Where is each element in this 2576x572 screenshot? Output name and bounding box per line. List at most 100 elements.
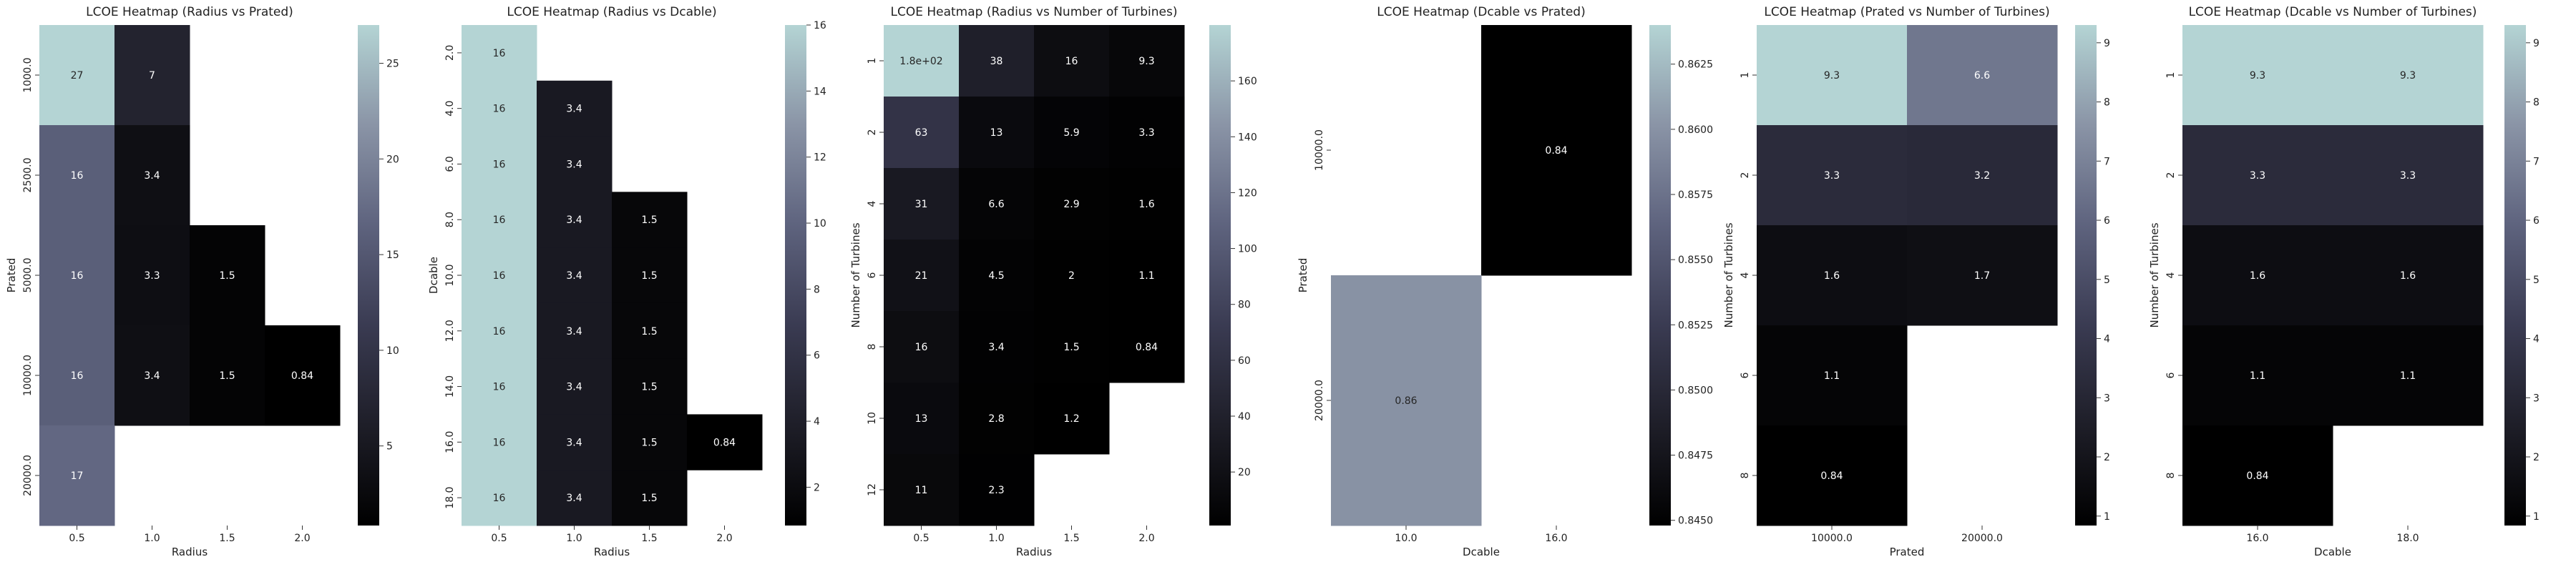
cell-label: 3.3 [1138, 127, 1154, 139]
heatmap-cell [959, 168, 1035, 240]
colorbar-tick-label: 3 [2533, 393, 2540, 404]
cell-label: 2.9 [1063, 199, 1079, 210]
cell-label: 63 [915, 127, 928, 139]
x-tick-label: 16.0 [2246, 533, 2268, 544]
heatmap-cell [537, 80, 613, 137]
heatmap-cell [959, 240, 1035, 312]
colorbar [1209, 25, 1231, 526]
cell-label: 3.4 [144, 170, 160, 182]
cell-label: 16 [493, 104, 506, 115]
chart-title: LCOE Heatmap (Dcable vs Number of Turbin… [2189, 5, 2477, 19]
y-axis-label: Number of Turbines [849, 222, 862, 327]
heatmap-panel: LCOE Heatmap (Radius vs Number of Turbin… [849, 5, 1257, 558]
heatmap-cell [1109, 25, 1185, 97]
heatmap-cell [190, 325, 265, 426]
cell-label: 16 [915, 342, 928, 353]
heatmap-cell [2182, 225, 2333, 326]
colorbar-tick-label: 20 [386, 154, 399, 165]
heatmap-cell [1907, 25, 2058, 126]
cell-label: 16 [493, 214, 506, 226]
x-tick-label: 1.5 [219, 533, 235, 544]
colorbar-tick-label: 0.8600 [1678, 124, 1713, 136]
x-tick-label: 10000.0 [1811, 533, 1853, 544]
x-tick-label: 1.5 [641, 533, 657, 544]
heatmap-cell [2333, 25, 2484, 126]
heatmap-cell [1757, 425, 1908, 526]
y-tick-label: 20000.0 [22, 455, 34, 496]
cell-label: 3.4 [566, 270, 582, 282]
y-tick-label: 6.0 [444, 156, 456, 172]
y-axis-label: Number of Turbines [2148, 222, 2161, 327]
cell-label: 1.5 [641, 382, 657, 393]
y-tick-label: 8.0 [444, 212, 456, 227]
colorbar-tick-label: 0.8575 [1678, 189, 1713, 201]
x-tick-label: 1.0 [144, 533, 160, 544]
cell-label: 0.84 [1545, 145, 1567, 157]
cell-label: 16 [493, 270, 506, 282]
heatmap-cell [612, 470, 688, 526]
y-tick-label: 10.0 [444, 264, 456, 286]
colorbar-tick-label: 80 [1238, 300, 1251, 311]
y-tick-label: 5000.0 [22, 258, 34, 293]
cell-label: 16 [493, 48, 506, 59]
cell-label: 6.6 [1974, 70, 1990, 82]
colorbar-tick-label: 6 [814, 350, 820, 362]
cell-label: 1.5 [641, 437, 657, 448]
colorbar-tick-label: 160 [1238, 76, 1257, 87]
colorbar-tick-label: 2 [2533, 452, 2540, 463]
heatmap-cell [1034, 240, 1110, 312]
x-tick-label: 0.5 [913, 533, 929, 544]
y-tick-label: 12.0 [444, 320, 456, 342]
chart-title: LCOE Heatmap (Prated vs Number of Turbin… [1764, 5, 2049, 19]
heatmap-cell [884, 168, 960, 240]
cell-label: 3.4 [566, 104, 582, 115]
heatmap-cell [462, 136, 537, 192]
colorbar-tick-label: 8 [2533, 97, 2540, 109]
colorbar-tick-label: 0.8475 [1678, 450, 1713, 462]
cell-label: 11 [915, 485, 928, 496]
cell-label: 2.8 [988, 413, 1004, 425]
cell-label: 2.3 [988, 485, 1004, 496]
heatmap-cell [959, 97, 1035, 169]
heatmap-cell [1034, 97, 1110, 169]
heatmap-cell [612, 192, 688, 248]
heatmap-cell [537, 358, 613, 415]
colorbar-tick-label: 120 [1238, 187, 1257, 199]
cell-label: 3.4 [566, 159, 582, 170]
heatmap-cell [1034, 25, 1110, 97]
colorbar-tick-label: 6 [2104, 215, 2110, 227]
cell-label: 1.1 [1824, 370, 1840, 382]
heatmap-cell [687, 414, 763, 470]
cell-label: 3.4 [566, 214, 582, 226]
heatmap-cell [1757, 225, 1908, 326]
cell-label: 0.84 [713, 437, 736, 448]
y-tick-label: 4 [867, 200, 878, 207]
cell-label: 3.4 [988, 342, 1004, 353]
heatmap-cell [1757, 325, 1908, 426]
colorbar-tick-label: 0.8500 [1678, 385, 1713, 396]
cell-label: 5.9 [1063, 127, 1079, 139]
y-axis-label: Dcable [427, 257, 440, 294]
y-tick-label: 1000.0 [22, 58, 34, 93]
heatmap-cell [190, 225, 265, 326]
heatmap-cell [462, 192, 537, 248]
cell-label: 16 [493, 382, 506, 393]
cell-label: 1.1 [2400, 370, 2416, 382]
y-tick-label: 6 [867, 272, 878, 278]
heatmap-cell [884, 454, 960, 526]
y-tick-label: 2 [2165, 172, 2177, 179]
heatmap-cell [462, 358, 537, 415]
heatmap-cell [2333, 325, 2484, 426]
y-tick-label: 10000.0 [1314, 129, 1325, 171]
heatmap-cell [1757, 125, 1908, 226]
colorbar-tick-label: 0.8550 [1678, 255, 1713, 266]
cell-label: 9.3 [2400, 70, 2416, 82]
chart-title: LCOE Heatmap (Radius vs Prated) [86, 5, 293, 19]
heatmap-cell [39, 125, 115, 226]
heatmap-cell [959, 454, 1035, 526]
cell-label: 0.84 [1820, 470, 1843, 482]
cell-label: 4.5 [988, 270, 1004, 282]
y-tick-label: 2500.0 [22, 158, 34, 193]
cell-label: 1.1 [2250, 370, 2265, 382]
y-tick-label: 2.0 [444, 45, 456, 61]
